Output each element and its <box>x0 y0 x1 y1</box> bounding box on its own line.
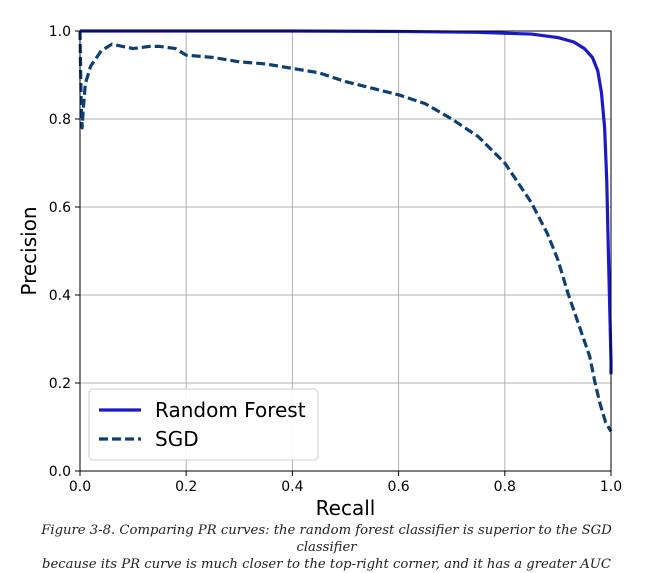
x-tick-label: 0.4 <box>281 479 303 495</box>
grid <box>79 30 612 472</box>
x-tick-label: 0.0 <box>69 479 91 495</box>
caption-line-1: Figure 3-8. Comparing PR curves: the ran… <box>41 523 612 555</box>
figure-caption: Figure 3-8. Comparing PR curves: the ran… <box>10 522 643 573</box>
y-tick-label: 1.0 <box>49 24 71 40</box>
x-tick-label: 1.0 <box>600 479 622 495</box>
series-line-sgd <box>78 30 613 433</box>
x-tick-label: 0.2 <box>175 479 197 495</box>
x-axis-label: Recall <box>316 496 376 520</box>
pr-curve-chart: 0.0 0.2 0.4 0.6 0.8 1.0 0.0 0.2 0.4 0.6 0.8 1.0 Reca… <box>17 24 622 520</box>
y-tick-label: 0.2 <box>49 376 71 392</box>
x-tick-label: 0.6 <box>387 479 409 495</box>
axes-frame <box>79 30 612 472</box>
y-tick-label: 0.4 <box>49 288 71 304</box>
y-tick-label: 0.6 <box>49 200 71 216</box>
legend-label: Random Forest <box>155 398 306 422</box>
legend: Random Forest SGD <box>88 388 319 461</box>
caption-line-2: because its PR curve is much closer to t… <box>42 557 611 572</box>
x-tick-label: 0.8 <box>494 479 516 495</box>
y-tick-label: 0.0 <box>49 464 71 480</box>
y-tick-label: 0.8 <box>49 112 71 128</box>
legend-label: SGD <box>155 427 199 451</box>
y-axis-label: Precision <box>17 206 41 295</box>
legend-box <box>88 388 319 461</box>
ticks: 0.0 0.2 0.4 0.6 0.8 1.0 0.0 0.2 0.4 0.6 0.8 1.0 <box>49 24 622 495</box>
